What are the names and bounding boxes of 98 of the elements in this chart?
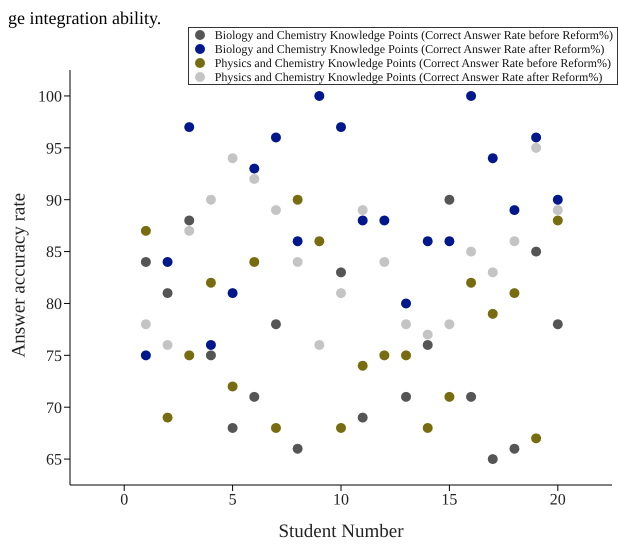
point [531,433,542,444]
x-tick-label: 0 [120,491,128,508]
point [140,226,151,236]
point [358,360,368,371]
point [249,256,260,267]
point [162,288,173,298]
point [249,164,260,174]
point [488,153,498,164]
point [249,174,260,184]
point [162,412,173,423]
point [379,350,390,360]
point [358,205,368,216]
point [444,236,454,246]
point [466,392,476,402]
point [184,122,194,132]
point [162,340,173,350]
point [336,267,346,278]
point [552,319,563,330]
legend-label: Biology and Chemistry Knowledge Points (Correct Answer Rate after Reform%) [214,42,604,56]
point [552,215,563,226]
point [336,288,346,298]
point [140,256,151,267]
point [270,422,281,433]
point [531,142,542,153]
point [270,132,281,142]
point [358,215,368,226]
point [270,319,281,330]
y-tick-label: 80 [46,296,62,314]
point [162,256,173,267]
point [292,236,303,246]
point [466,246,476,257]
point [444,319,454,330]
point [552,205,563,216]
point [422,330,433,340]
point [206,194,216,205]
point [422,422,433,433]
point [509,236,520,246]
point [140,350,151,360]
point [184,226,194,236]
point [206,278,216,288]
point [292,256,303,267]
point [249,392,260,402]
point [184,350,194,360]
point [314,90,324,101]
point [292,444,303,454]
text: ge integration ability. [8,8,162,28]
point [379,215,390,226]
point [466,278,476,288]
y-tick-label: 85 [46,244,62,262]
point [228,381,238,392]
point [422,340,433,350]
x-tick-label: 15 [441,491,458,508]
x-tick-label: 5 [228,491,237,508]
point [140,319,151,330]
point [206,350,216,360]
legend-label: Physics and Chemistry Knowledge Points (Correct Answer Rate after Reform%) [214,70,602,84]
point [379,256,390,267]
point [401,392,412,402]
point [314,236,324,246]
y-tick-label: 95 [46,140,62,158]
point [336,422,346,433]
y-tick-label: 90 [46,192,62,210]
point [488,308,498,319]
point [206,340,216,350]
x-tick-label: 20 [550,491,566,508]
point [444,194,454,205]
legend-label: Biology and Chemistry Knowledge Points (Correct Answer Rate before Reform%) [214,28,613,42]
point [358,412,368,423]
point [401,350,412,360]
point [228,153,238,164]
legend-label: Physics and Chemistry Knowledge Points (Correct Answer Rate before Reform%) [214,56,612,70]
point [509,444,520,454]
point [314,340,324,350]
y-tick-label: 75 [46,348,62,365]
point [509,288,520,298]
point [270,205,281,216]
y-tick-label: 100 [38,88,62,106]
y-axis-title: Answer accuracy rate [8,192,30,358]
point [531,132,542,142]
point [228,422,238,433]
point [444,392,454,402]
point [292,194,303,205]
point [509,205,520,216]
point [422,236,433,246]
x-tick-label: 10 [333,491,349,508]
y-tick-label: 70 [46,400,62,417]
point [401,319,412,330]
x-axis-title: Student Number [278,521,404,542]
point [552,194,563,205]
point [466,90,476,101]
point [228,288,238,298]
y-tick-label: 65 [46,452,62,469]
point [184,215,194,226]
point [401,298,412,308]
point [488,454,498,464]
point [531,246,542,257]
point [488,267,498,278]
point [336,122,346,132]
